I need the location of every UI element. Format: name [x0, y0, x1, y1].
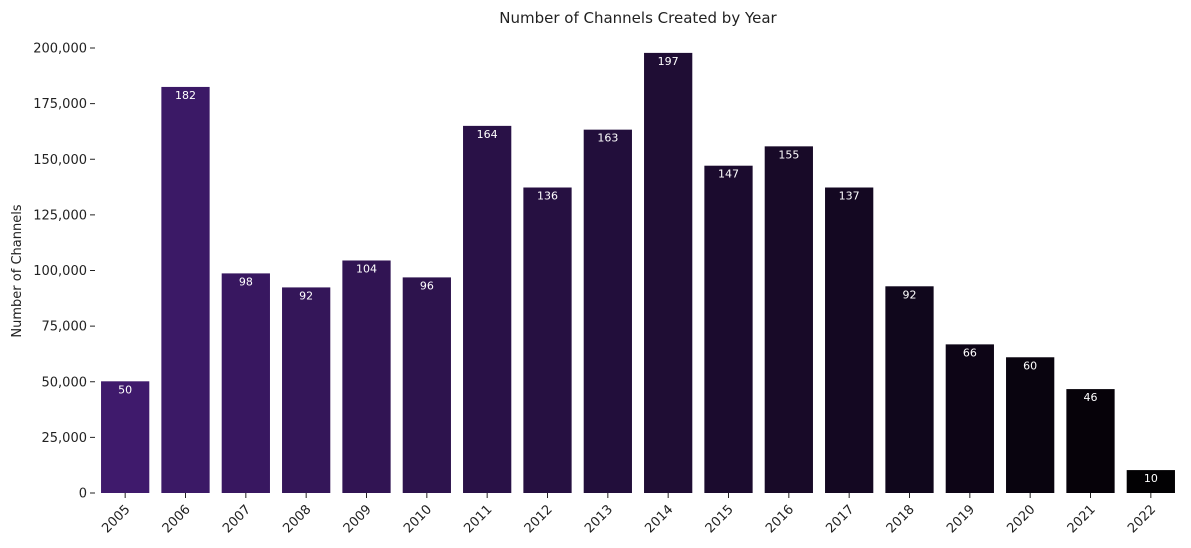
- x-tick-label: 2008: [280, 502, 314, 536]
- x-tick-label: 2016: [763, 502, 797, 536]
- x-tick-label: 2007: [220, 502, 254, 536]
- y-tick-label: 25,000: [42, 431, 88, 446]
- x-tick-label: 2011: [461, 502, 495, 536]
- bar-label-2013: 163: [597, 132, 618, 145]
- bar-2018: [885, 286, 934, 493]
- x-tick-label: 2020: [1004, 502, 1038, 536]
- bar-2016: [764, 146, 813, 493]
- bar-label-2021: 46: [1084, 391, 1098, 404]
- x-tick-label: 2018: [884, 502, 918, 536]
- x-tick-label: 2005: [99, 502, 133, 536]
- x-tick-label: 2013: [582, 502, 616, 536]
- bar-2012: [523, 187, 572, 493]
- x-tick-label: 2017: [823, 502, 857, 536]
- x-tick-label: 2019: [944, 502, 978, 536]
- y-tick-label: 0: [79, 487, 87, 502]
- bar-2022: [1126, 470, 1175, 493]
- bar-2021: [1066, 389, 1115, 493]
- bar-2015: [704, 165, 753, 493]
- x-tick-label: 2012: [522, 502, 556, 536]
- chart-title: Number of Channels Created by Year: [499, 9, 777, 27]
- x-tick-label: 2006: [160, 502, 194, 536]
- y-tick-label: 75,000: [42, 320, 88, 335]
- bar-label-2017: 137: [839, 190, 860, 203]
- bar-label-2010: 96: [420, 279, 434, 292]
- x-tick-label: 2009: [341, 502, 375, 536]
- y-tick-label: 200,000: [33, 42, 87, 57]
- bar-2006: [161, 86, 210, 493]
- bar-2019: [945, 344, 994, 493]
- x-axis: 2005 2006 2007 2008 2009 2010 2011 2012 2013 2014…: [99, 493, 1159, 536]
- bar-label-2018: 92: [903, 288, 917, 301]
- bar-label-2011: 164: [477, 128, 498, 141]
- bar-label-2007: 98: [239, 275, 253, 288]
- bar-label-2022: 10: [1144, 472, 1158, 485]
- bar-label-2012: 136: [537, 190, 558, 203]
- bar-label-2020: 60: [1023, 359, 1037, 372]
- y-axis-label: Number of Channels: [10, 204, 25, 337]
- y-axis: 0 25,000 50,000 75,000 100,000 125,000 150,000…: [33, 42, 95, 502]
- x-tick-label: 2022: [1125, 502, 1159, 536]
- bar-2009: [342, 260, 391, 493]
- y-tick-label: 125,000: [33, 208, 87, 223]
- bar-label-2008: 92: [299, 289, 313, 302]
- bar-2005: [101, 381, 150, 493]
- bar-2014: [644, 52, 693, 494]
- x-tick-label: 2015: [703, 502, 737, 536]
- x-tick-label: 2014: [642, 502, 676, 536]
- y-tick-label: 150,000: [33, 153, 87, 168]
- y-tick-label: 175,000: [33, 97, 87, 112]
- bar-label-2006: 182: [175, 89, 196, 102]
- y-tick-label: 100,000: [33, 264, 87, 279]
- bar-2008: [282, 287, 331, 493]
- bar-2010: [402, 277, 451, 493]
- y-tick-label: 50,000: [42, 375, 88, 390]
- bar-2013: [583, 129, 632, 493]
- bars-group: 50 182 98 92 104 96 164 136 163 197 147 155 137 92 66 6…: [101, 52, 1175, 494]
- bar-label-2016: 155: [778, 148, 799, 161]
- bar-label-2015: 147: [718, 168, 739, 181]
- bar-2007: [221, 273, 270, 493]
- x-tick-label: 2021: [1065, 502, 1099, 536]
- bar-2017: [825, 187, 874, 493]
- bar-2011: [463, 125, 512, 493]
- bar-label-2014: 197: [658, 55, 679, 68]
- bar-label-2005: 50: [118, 383, 132, 396]
- bar-label-2019: 66: [963, 346, 977, 359]
- x-tick-label: 2010: [401, 502, 435, 536]
- bar-label-2009: 104: [356, 262, 377, 275]
- bar-2020: [1006, 357, 1055, 493]
